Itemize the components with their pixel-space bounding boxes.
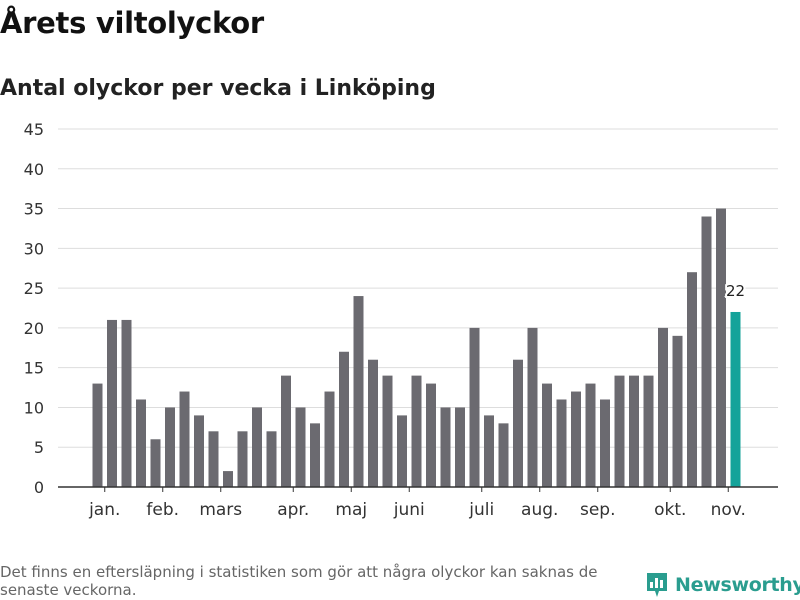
bar (658, 327, 668, 487)
y-tick-label: 45 (24, 120, 44, 139)
bar (107, 319, 117, 487)
bar (237, 431, 248, 487)
bar (411, 375, 422, 487)
chart-subtitle: Antal olyckor per vecka i Linköping (0, 76, 436, 101)
y-tick-label: 10 (24, 398, 44, 417)
bar (310, 423, 320, 487)
x-tick-label: apr. (277, 500, 309, 520)
bar (556, 399, 567, 487)
bar (498, 423, 509, 487)
bar (585, 383, 596, 487)
chart-title: Årets viltolyckor (0, 6, 264, 40)
bar (121, 319, 132, 487)
brand-logo[interactable]: Newsworthy (645, 570, 800, 600)
bar (353, 296, 364, 487)
bar (629, 375, 639, 487)
x-tick-label: nov. (711, 500, 746, 520)
x-tick-label: juli (468, 500, 494, 520)
x-tick-label: mars (199, 500, 242, 520)
x-tick-label: jan. (88, 500, 120, 520)
bar (165, 407, 175, 487)
bar (614, 375, 625, 487)
bar (571, 391, 581, 487)
x-tick-label: feb. (146, 500, 179, 520)
bar (513, 359, 523, 487)
bar (339, 351, 349, 487)
bar (440, 407, 451, 487)
bar (600, 399, 610, 487)
bar (92, 383, 103, 487)
bar (208, 431, 219, 487)
data-labels: 22 (724, 280, 747, 302)
bar (150, 439, 161, 487)
y-tick-label: 15 (24, 359, 44, 378)
bar (194, 415, 204, 487)
x-tick-label: maj (335, 500, 367, 520)
bars (92, 208, 741, 488)
bar-highlight (730, 311, 741, 487)
x-tick-label: aug. (521, 500, 558, 520)
bar (672, 335, 683, 487)
y-axis-tick-labels: 0 5 10 15 20 25 30 35 40 45 (24, 120, 44, 497)
bar (281, 375, 291, 487)
x-tick-label: okt. (654, 500, 686, 520)
bar (295, 407, 306, 487)
y-tick-label: 40 (24, 160, 44, 179)
bar (469, 327, 480, 487)
bar (252, 407, 262, 487)
bar (266, 431, 277, 487)
bar (397, 415, 407, 487)
y-tick-label: 35 (24, 200, 44, 219)
bar (542, 383, 552, 487)
bar (527, 327, 538, 487)
x-tick-label: juni (393, 500, 425, 520)
brand-name: Newsworthy (675, 574, 800, 596)
y-tick-label: 0 (34, 478, 44, 497)
y-tick-label: 5 (34, 438, 44, 457)
y-tick-label: 30 (24, 239, 44, 258)
x-axis-month-labels: jan. feb. mars apr. maj juni juli aug. sep. okt. n… (88, 487, 746, 520)
bar (701, 216, 712, 487)
bar (368, 359, 378, 487)
y-tick-label: 25 (24, 279, 44, 298)
bar (687, 272, 697, 487)
weekly-accidents-bar-chart: 0 5 10 15 20 25 30 35 40 45 jan. feb. mars apr. maj ju… (24, 120, 778, 520)
data-label-last-week: 22 (726, 282, 745, 300)
bar (179, 391, 190, 487)
bar (484, 415, 494, 487)
footnote: Det finns en eftersläpning i statistiken… (0, 563, 598, 599)
y-tick-label: 20 (24, 319, 44, 338)
newsworthy-logo-icon (647, 573, 667, 597)
bar (324, 391, 335, 487)
bar (426, 383, 436, 487)
bar (223, 471, 233, 487)
bar (382, 375, 393, 487)
x-tick-label: sep. (580, 500, 616, 520)
bar (716, 208, 726, 488)
bar (643, 375, 654, 487)
bar (455, 407, 465, 487)
bar (136, 399, 146, 487)
